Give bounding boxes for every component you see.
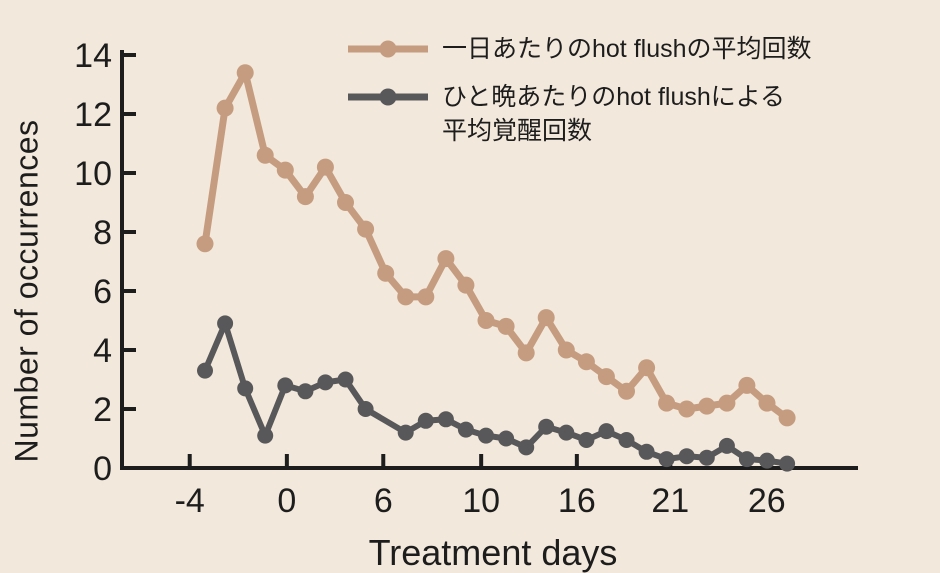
night-series-point — [678, 448, 695, 465]
night-series-group — [197, 315, 796, 472]
y-tick-label: 4 — [93, 332, 112, 370]
day-series-point — [778, 409, 796, 427]
day-series-point — [437, 250, 455, 268]
day-series-point — [678, 400, 696, 418]
day-series-point — [517, 344, 535, 362]
day-series-point — [497, 317, 515, 335]
day-series-point — [236, 64, 254, 82]
legend-item-day-series: 一日あたりのhot flushの平均回数 — [346, 32, 812, 66]
day-series-line-marker-icon — [348, 40, 428, 58]
y-tick-label: 2 — [93, 391, 112, 429]
night-series-point — [317, 374, 334, 391]
night-series-point — [357, 401, 374, 417]
night-series-point — [457, 421, 474, 438]
legend-label-night-line1: ひと晩あたりのhot flushによる — [442, 83, 786, 111]
night-series-point — [337, 371, 354, 388]
night-series-point — [578, 432, 595, 448]
night-series-point — [297, 383, 314, 400]
night-series-point — [618, 432, 635, 448]
y-tick-label: 12 — [74, 96, 112, 134]
day-series-point — [738, 376, 756, 394]
day-series-point — [758, 394, 776, 412]
legend-label-night-series: ひと晩あたりのhot flushによる 平均覚醒回数 — [442, 80, 785, 148]
day-series-point — [557, 341, 575, 359]
night-series-line-marker-icon — [348, 88, 428, 106]
day-series-point — [316, 158, 334, 176]
day-series-point — [597, 368, 615, 386]
y-tick-label: 8 — [93, 214, 112, 252]
axes: 0 2 4 6 8 10 12 14 -4 0 6 10 16 21 26 — [74, 37, 858, 520]
legend-label-day-series: 一日あたりのhot flushの平均回数 — [442, 35, 812, 63]
night-series-point — [237, 380, 254, 397]
day-series-point — [577, 353, 595, 371]
night-series-point — [658, 451, 675, 468]
data-series — [196, 64, 796, 472]
legend: 一日あたりのhot flushの平均回数 ひと晩あたりのhot flushによる… — [346, 32, 812, 148]
night-series-point — [437, 411, 454, 428]
day-series-point — [698, 397, 716, 415]
night-series-line — [202, 320, 791, 467]
night-series-point — [518, 439, 535, 456]
day-series-point — [337, 194, 354, 211]
day-series-point — [417, 288, 435, 306]
night-series-point — [417, 412, 434, 429]
y-axis-title: Number of occurrences — [8, 119, 45, 463]
y-tick-label: 6 — [93, 273, 112, 311]
night-series-point — [718, 437, 735, 454]
night-series-point — [197, 362, 213, 379]
day-series-point — [658, 394, 676, 412]
night-series-point — [478, 427, 494, 444]
axis-spine — [120, 50, 858, 470]
day-series-point — [357, 220, 375, 238]
night-series-point — [759, 452, 775, 469]
x-tick-label: 10 — [462, 482, 500, 520]
day-series-point — [377, 264, 395, 282]
night-series-point — [538, 418, 555, 435]
day-series-point — [196, 235, 214, 253]
y-tick-label: 14 — [74, 37, 112, 75]
y-tick-label: 0 — [93, 450, 112, 488]
x-tick-label: 6 — [374, 482, 393, 520]
day-series-point — [276, 161, 294, 179]
day-series-point — [638, 359, 656, 377]
day-series-point — [256, 146, 274, 164]
day-series-point — [618, 382, 635, 400]
day-series-point — [718, 394, 736, 412]
day-series-point — [477, 312, 495, 329]
night-series-point — [698, 449, 715, 466]
night-series-point — [598, 423, 615, 440]
x-tick-label: 0 — [277, 482, 296, 520]
night-series-point — [217, 315, 234, 332]
night-series-point — [257, 427, 274, 444]
day-series-group — [196, 64, 796, 427]
day-series-point — [397, 288, 415, 306]
legend-label-night-line2: 平均覚醒回数 — [442, 117, 593, 145]
night-series-point — [498, 430, 515, 447]
legend-item-night-series: ひと晩あたりのhot flushによる 平均覚醒回数 — [346, 80, 812, 148]
night-series-point — [738, 451, 755, 468]
night-series-point — [779, 455, 796, 472]
x-tick-label: -4 — [175, 482, 205, 520]
day-series-point — [537, 309, 555, 327]
x-axis-title: Treatment days — [368, 532, 618, 573]
x-tick-label: 21 — [651, 482, 689, 520]
day-series-point — [296, 188, 314, 206]
night-series-point — [277, 377, 294, 394]
y-tick-label: 10 — [74, 155, 112, 193]
night-series-point — [397, 424, 414, 441]
night-series-point — [558, 424, 575, 441]
x-tick-label: 16 — [558, 482, 596, 520]
day-series-point — [457, 276, 475, 294]
day-series-point — [216, 99, 234, 117]
x-tick-label: 26 — [748, 482, 786, 520]
night-series-point — [638, 443, 655, 460]
